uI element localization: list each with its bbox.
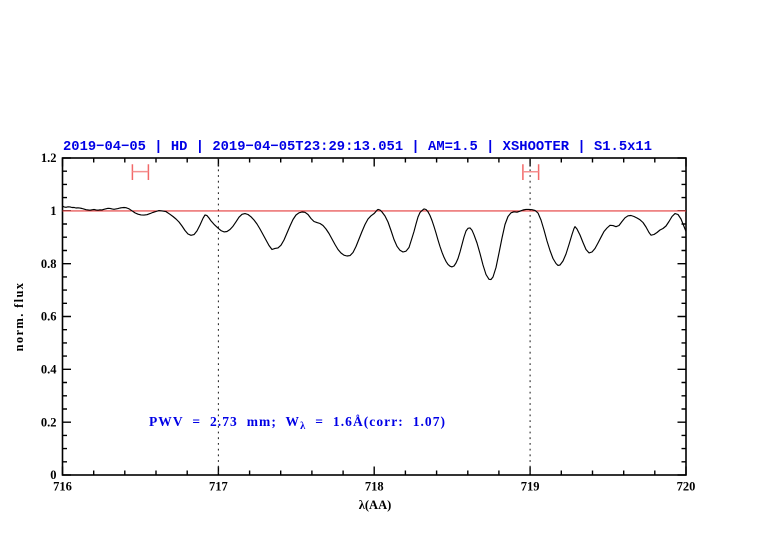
svg-text:λ(AA): λ(AA) bbox=[359, 498, 392, 512]
svg-text:0.4: 0.4 bbox=[41, 363, 57, 377]
svg-text:PWV = 2.73 mm; Wλ = 1.6Å(corr:: PWV = 2.73 mm; Wλ = 1.6Å(corr: 1.07) bbox=[149, 414, 446, 432]
svg-text:0: 0 bbox=[50, 468, 56, 482]
svg-text:2019−04−05 | HD | 2019−04−05T2: 2019−04−05 | HD | 2019−04−05T23:29:13.05… bbox=[63, 139, 652, 155]
svg-text:719: 719 bbox=[521, 480, 540, 494]
svg-text:720: 720 bbox=[677, 480, 696, 494]
svg-text:norm. flux: norm. flux bbox=[12, 282, 26, 352]
svg-text:1: 1 bbox=[50, 204, 56, 218]
svg-text:0.2: 0.2 bbox=[41, 415, 57, 429]
svg-text:1.2: 1.2 bbox=[41, 151, 57, 165]
svg-text:0.8: 0.8 bbox=[41, 257, 57, 271]
svg-text:718: 718 bbox=[365, 480, 384, 494]
svg-text:716: 716 bbox=[53, 480, 72, 494]
svg-text:717: 717 bbox=[209, 480, 228, 494]
svg-text:0.6: 0.6 bbox=[41, 310, 57, 324]
